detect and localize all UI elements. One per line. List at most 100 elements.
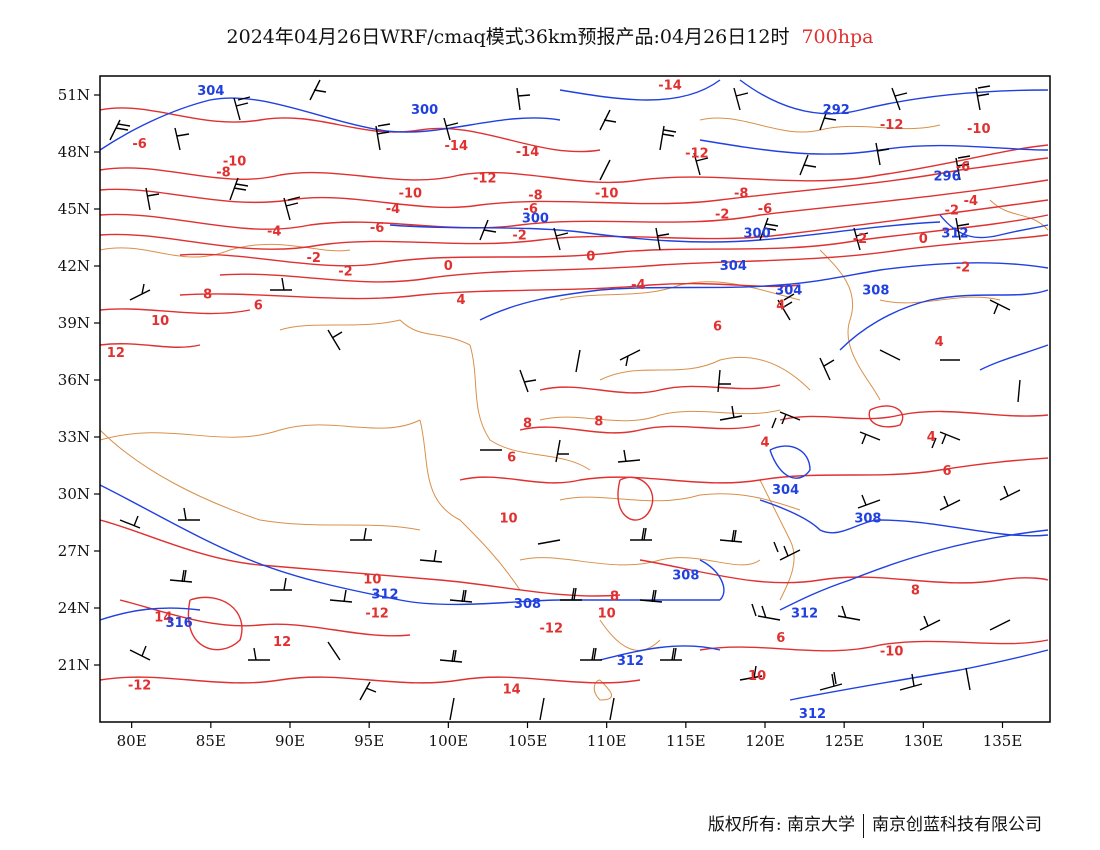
copyright-right: 南京创蓝科技有限公司 (872, 815, 1042, 835)
temperature-contour-label: -10 (880, 645, 904, 660)
height-contour-label: 308 (514, 597, 541, 612)
height-contour-label: 304 (197, 84, 224, 99)
height-contour-label: 304 (720, 259, 747, 274)
temperature-contour-label: 6 (713, 320, 722, 335)
lon-label: 135E (983, 732, 1023, 750)
copyright-left: 版权所有: 南京大学 (707, 815, 855, 835)
temperature-contour-label: 6 (507, 451, 516, 466)
temperature-contour-label: 0 (919, 232, 928, 247)
height-contour-label: 296 (934, 170, 961, 185)
lon-label: 130E (904, 732, 944, 750)
footer-separator (863, 813, 864, 838)
temperature-contour-label: -12 (473, 171, 497, 186)
lon-label: 85E (196, 732, 226, 750)
map-frame (99, 75, 1051, 723)
temperature-contour-label: 10 (598, 607, 616, 622)
height-contour-label: 316 (166, 616, 193, 631)
temperature-contour-label: 12 (107, 346, 125, 361)
temperature-contour-label: -2 (512, 228, 526, 243)
height-contour-label: 308 (672, 569, 699, 584)
temperature-contour-label: 8 (610, 589, 619, 604)
temperature-contour-label: 6 (943, 464, 952, 479)
lat-label: 51N (58, 86, 90, 104)
height-contour-label: 312 (791, 607, 818, 622)
border-lines (100, 117, 1049, 701)
temperature-contour-label: -14 (516, 145, 540, 160)
height-contour-label: 308 (854, 512, 881, 527)
title-main: 2024年04月26日WRF/cmaq模式36km预报产品:04月26日12时 (226, 26, 790, 48)
map-title: 2024年04月26日WRF/cmaq模式36km预报产品:04月26日12时 7… (0, 22, 1100, 49)
title-level: 700hpa (801, 26, 874, 48)
temperature-contour-label: -14 (445, 139, 469, 154)
temperature-contour-label: -14 (658, 78, 682, 93)
lat-label: 27N (58, 542, 90, 560)
temperature-contour-label: 4 (456, 293, 465, 308)
temperature-contour-label: -10 (399, 187, 423, 202)
height-label-layer: 304 300 292 296 300 300 304 308 312 304 304 308 308 3… (166, 84, 969, 722)
temperature-contour-label: -6 (132, 137, 146, 152)
lon-label: 100E (429, 732, 469, 750)
height-contour-label: 300 (744, 227, 771, 242)
temperature-contour-label: -2 (853, 232, 867, 247)
temperature-label-layer: -6-10-8-14 -14-12-14-12-12 -10-10 -8-6-10 -8… (107, 78, 991, 697)
temperature-contours (100, 107, 1049, 684)
lat-label: 21N (58, 656, 90, 674)
temperature-contour-label: 4 (927, 430, 936, 445)
temperature-contour-label: -10 (223, 154, 247, 169)
height-contour-label: 308 (862, 284, 889, 299)
temperature-contour-label: -10 (967, 122, 991, 137)
lon-label: 110E (587, 732, 627, 750)
height-contour-label: 300 (411, 103, 438, 118)
copyright-footer: 版权所有: 南京大学 南京创蓝科技有限公司 (708, 810, 1042, 838)
temperature-contour-label: -4 (386, 202, 400, 217)
temperature-contour-label: 8 (203, 287, 212, 302)
temperature-contour-label: -12 (880, 118, 904, 133)
lat-label: 36N (58, 371, 90, 389)
temperature-contour-label: 8 (523, 417, 532, 432)
height-contour-label: 312 (617, 654, 644, 669)
temperature-contour-label: 14 (503, 683, 521, 698)
temperature-contour-label: -6 (956, 160, 970, 175)
latitude-axis: 51N 48N 45N 42N 39N 36N 33N 30N 27N 24N 21N (58, 86, 100, 674)
temperature-contour-label: 8 (594, 415, 603, 430)
lon-label: 115E (666, 732, 706, 750)
temperature-contour-label: 10 (499, 512, 517, 527)
temperature-contour-label: -2 (338, 265, 352, 280)
lon-label: 125E (824, 732, 864, 750)
temperature-contour-label: -4 (964, 194, 978, 209)
temperature-contour-label: -6 (758, 202, 772, 217)
temperature-contour-label: 4 (760, 436, 769, 451)
lat-label: 30N (58, 485, 90, 503)
temperature-contour-label: -2 (945, 204, 959, 219)
height-contour-label: 292 (823, 103, 850, 118)
temperature-contour-label: 6 (254, 299, 263, 314)
temperature-contour-label: -6 (370, 221, 384, 236)
temperature-contour-label: -12 (685, 147, 709, 162)
temperature-contour-label: 6 (776, 631, 785, 646)
temperature-contour-label: 12 (273, 635, 291, 650)
height-contour-label: 304 (772, 483, 799, 498)
temperature-contour-label: -12 (128, 679, 152, 694)
temperature-contour-label: -10 (595, 187, 619, 202)
lat-label: 33N (58, 428, 90, 446)
temperature-contour-label: 4 (776, 299, 785, 314)
temperature-contour-label: 10 (363, 572, 381, 587)
height-contour-label: 312 (371, 588, 398, 603)
temperature-contour-label: -12 (365, 607, 389, 622)
temperature-contour-label: -4 (267, 225, 281, 240)
temperature-contour-label: 10 (748, 669, 766, 684)
temperature-contour-label: 8 (911, 584, 920, 599)
height-contour-label: 312 (799, 707, 826, 722)
lon-label: 120E (745, 732, 785, 750)
lon-label: 90E (275, 732, 305, 750)
temperature-contour-label: -2 (715, 208, 729, 223)
lat-label: 24N (58, 599, 90, 617)
lon-label: 80E (117, 732, 147, 750)
lat-label: 45N (58, 200, 90, 218)
map-background (100, 76, 1050, 722)
temperature-contour-label: -8 (734, 187, 748, 202)
temperature-contour-label: -12 (540, 622, 564, 637)
lon-label: 105E (508, 732, 548, 750)
lon-label: 95E (354, 732, 384, 750)
